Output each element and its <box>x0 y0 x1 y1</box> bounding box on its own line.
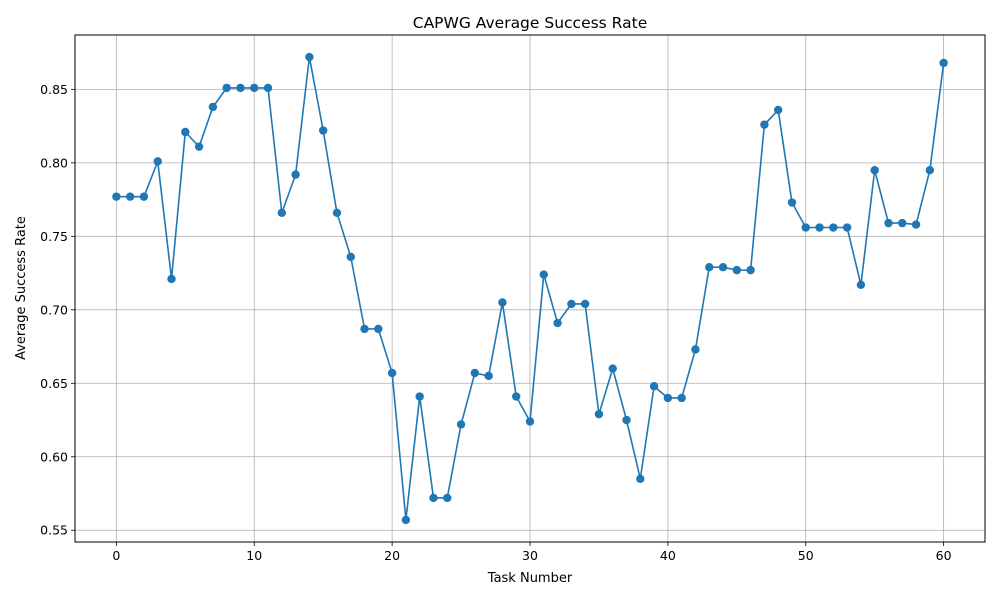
data-point <box>649 382 659 391</box>
y-tick-label: 0.65 <box>40 376 68 391</box>
data-point <box>512 392 521 401</box>
x-tick-label: 50 <box>798 548 814 563</box>
data-point <box>622 415 631 425</box>
grid-lines <box>75 35 985 542</box>
data-point <box>884 218 893 228</box>
data-point <box>374 324 383 334</box>
data-point <box>263 83 273 93</box>
x-axis-label: Task Number <box>487 571 573 586</box>
x-tick-label: 30 <box>522 548 538 563</box>
data-point <box>318 126 328 135</box>
x-tick-label: 10 <box>246 548 262 563</box>
data-point <box>443 493 452 503</box>
data-point <box>787 198 797 207</box>
data-point <box>125 192 135 201</box>
x-tick-label: 20 <box>384 548 400 563</box>
y-axis-label: Average Success Rate <box>14 216 29 360</box>
data-point <box>484 371 493 381</box>
data-point <box>691 345 700 354</box>
data-point <box>829 223 838 232</box>
data-point <box>705 262 714 272</box>
data-point <box>773 105 783 115</box>
y-tick-label: 0.80 <box>40 155 68 170</box>
data-point <box>208 102 218 112</box>
data-point <box>401 515 411 525</box>
data-point <box>815 223 824 232</box>
data-point <box>580 299 590 309</box>
data-point <box>181 127 190 137</box>
axis-ticks: 0 10 20 30 40 50 60 0.55 0.60 0.65 0.70 0.75 0.80 0.8… <box>40 82 951 563</box>
data-point <box>939 58 948 68</box>
data-point <box>250 83 259 93</box>
data-point <box>718 262 728 272</box>
series-line-group <box>112 52 948 525</box>
data-point <box>194 142 204 151</box>
data-point <box>429 493 438 503</box>
data-point <box>760 120 769 129</box>
data-point <box>608 364 617 373</box>
data-point <box>291 170 300 179</box>
data-point <box>153 157 162 166</box>
data-point <box>553 318 562 328</box>
data-point <box>332 208 342 218</box>
data-point <box>525 417 535 426</box>
data-point <box>305 52 314 62</box>
data-point <box>456 420 466 429</box>
data-point <box>911 220 921 229</box>
y-tick-label: 0.75 <box>40 229 68 244</box>
data-point <box>112 192 121 201</box>
chart-title: CAPWG Average Success Rate <box>413 14 647 32</box>
data-point <box>387 368 397 378</box>
y-tick-label: 0.70 <box>40 302 68 317</box>
data-point <box>663 393 673 403</box>
data-point <box>870 166 879 175</box>
data-point <box>677 393 686 403</box>
data-point <box>277 208 287 218</box>
data-point <box>856 280 866 290</box>
data-point <box>636 474 645 484</box>
data-point <box>139 192 149 201</box>
x-tick-label: 60 <box>936 548 952 563</box>
data-point <box>236 83 245 93</box>
data-point <box>346 252 355 262</box>
data-point <box>842 223 852 232</box>
y-tick-label: 0.60 <box>40 449 68 464</box>
x-tick-label: 40 <box>660 548 676 563</box>
data-point <box>732 265 742 275</box>
data-point <box>925 166 935 175</box>
y-tick-label: 0.85 <box>40 82 68 97</box>
data-point <box>167 274 176 284</box>
data-point <box>415 392 424 401</box>
data-point <box>801 223 810 232</box>
data-point <box>898 218 907 228</box>
data-point <box>539 270 548 279</box>
data-point <box>498 298 507 307</box>
y-tick-label: 0.55 <box>40 523 68 538</box>
data-point <box>360 324 369 334</box>
data-point <box>470 368 480 378</box>
data-point <box>594 409 604 419</box>
data-point <box>746 265 755 275</box>
data-point <box>567 299 576 309</box>
x-tick-label: 0 <box>112 548 120 563</box>
data-point <box>222 83 231 93</box>
